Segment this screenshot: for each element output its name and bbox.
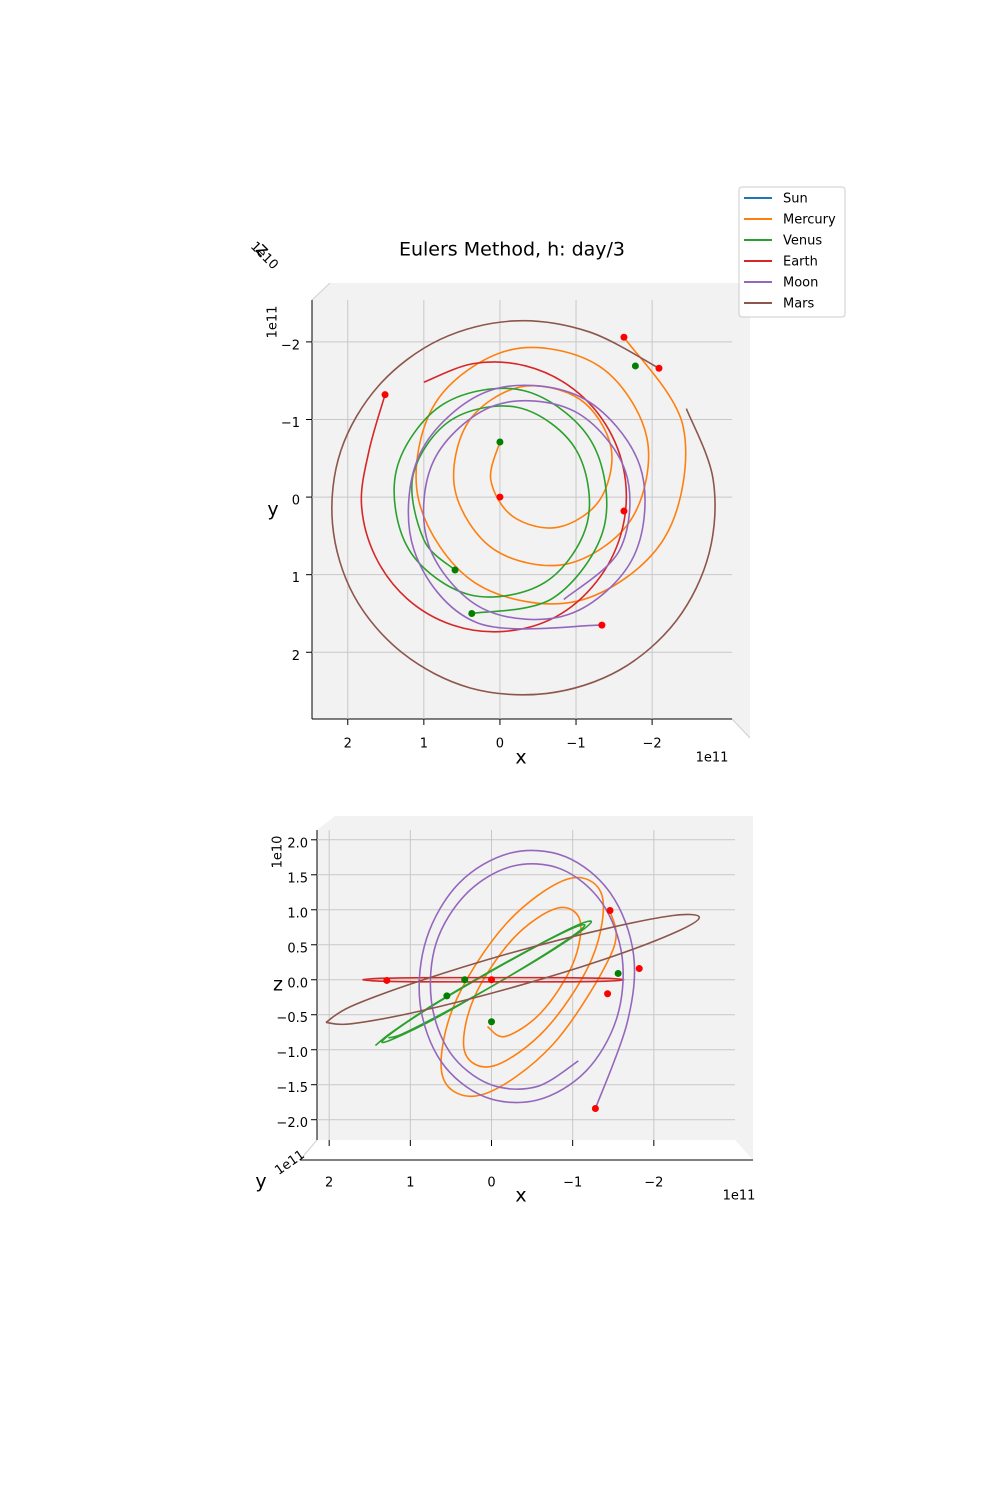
y-tick-label: −2 [281,338,300,353]
position-marker [451,566,459,574]
x-axis-label: x [515,1185,526,1207]
position-marker [461,976,469,984]
orbit-line [440,876,617,1097]
position-marker [614,969,622,977]
y-tick-label: 0.5 [287,941,308,956]
x-tick-label: 2 [344,737,352,752]
x-tick-label: 0 [496,737,504,752]
x-tick-label: 1 [406,1176,414,1191]
x-tick-label: −1 [566,737,585,752]
x-tick-label: −2 [643,737,662,752]
x-offset: 1e11 [723,1189,756,1204]
position-marker [606,906,614,914]
position-marker [655,364,663,372]
x-tick-label: −1 [563,1176,582,1191]
position-marker [604,990,612,998]
z-offset: 1e10 [271,836,286,869]
legend: Sun Mercury Venus Earth Moon Mars [738,186,846,318]
x-tick-label: 0 [487,1176,495,1191]
y-tick-label: 2 [292,649,300,664]
y-tick-label: −2.0 [276,1116,308,1131]
position-marker [488,1018,496,1026]
pane-side [732,283,750,738]
orbit-line [360,361,628,633]
orbit-line [331,319,716,696]
pane [312,300,732,719]
position-marker [468,609,476,617]
position-marker [381,391,389,399]
legend-label: Mercury [783,213,836,228]
orbit-line [325,913,701,1026]
x-offset: 1e11 [696,751,729,766]
position-marker [488,976,496,984]
y-tick-label: 0.0 [287,976,308,991]
legend-label: Earth [783,255,818,270]
position-marker [496,438,504,446]
orbit-line [393,387,608,615]
z-axis-label: z [273,974,283,996]
legend-label: Venus [783,234,822,249]
position-marker [598,621,606,629]
legend-label: Sun [783,192,808,207]
orbit-line [407,384,646,630]
legend-label: Mars [783,297,815,312]
pane-edge [731,718,751,739]
y-tick-label: 1.0 [287,906,308,921]
y-tick-label: −1 [281,416,300,431]
x-tick-label: −2 [644,1176,663,1191]
x-tick-label: 2 [325,1176,333,1191]
y-offset: 1e11 [266,306,281,339]
y-tick-label: 1 [292,571,300,586]
position-marker [620,507,628,515]
pane-edge [299,1139,318,1161]
y-tick-label: 1.5 [287,871,308,886]
chart-title: Eulers Method, h: day/3 [399,239,625,261]
pane-side [735,816,753,1160]
y-tick-label: 0 [292,494,300,509]
x-tick-label: 1 [420,737,428,752]
pane-edge [311,282,331,301]
position-marker [635,965,643,973]
pane [317,830,735,1140]
depth-axis-label: y [255,1171,266,1193]
position-marker [443,992,451,1000]
x-axis-label: x [515,747,526,769]
y-axis-label: y [267,499,278,521]
orbit-line [418,849,636,1109]
y-tick-label: −1.0 [276,1046,308,1061]
legend-label: Moon [783,276,818,291]
pane-top [312,283,750,300]
chart: 2 1 0 −1 −2 −2 −1 0 1 2 [281,300,732,752]
position-marker [591,1105,599,1113]
position-marker [620,333,628,341]
y-tick-label: −0.5 [276,1011,308,1026]
y-tick-label: −1.5 [276,1081,308,1096]
position-marker [383,976,391,984]
position-marker [631,362,639,370]
orbit-line [415,336,687,605]
pane-top [317,816,753,830]
y-tick-label: 2.0 [287,836,308,851]
position-marker [496,493,504,501]
chart: 2 1 0 −1 −2 −2.0 −1.5 −1.0 −0.5 0.0 0.5 1.0 1.5 2.0 [276,830,735,1191]
